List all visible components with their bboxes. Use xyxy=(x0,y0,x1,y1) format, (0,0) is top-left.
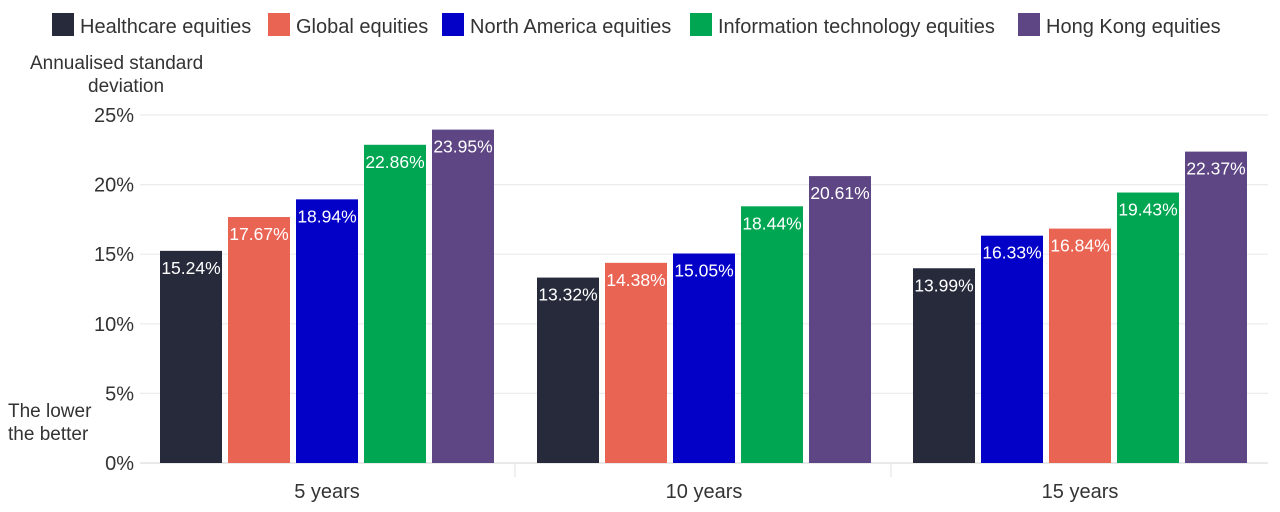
bar-value-label: 19.43% xyxy=(1118,200,1177,220)
legend-label: North America equities xyxy=(470,16,671,38)
legend-item: Global equities xyxy=(268,13,428,38)
lower-is-better-annotation: The lower the better xyxy=(8,401,92,445)
bar xyxy=(160,250,222,463)
y-axis-ticks: 0% 5% 10% 15% 20% 25% xyxy=(94,105,134,475)
bar-group-item: 22.37% xyxy=(1185,151,1247,463)
bar-value-label: 14.38% xyxy=(606,270,665,290)
bar-value-label: 22.86% xyxy=(365,152,424,172)
bar xyxy=(228,217,290,463)
legend-label: Information technology equities xyxy=(718,16,995,38)
legend-item: Information technology equities xyxy=(690,13,995,38)
legend-swatch xyxy=(52,13,74,36)
bar-value-label: 16.33% xyxy=(982,243,1041,263)
bar xyxy=(1185,151,1247,463)
legend-label: Hong Kong equities xyxy=(1046,16,1221,38)
bar-value-label: 13.32% xyxy=(538,285,597,305)
bar xyxy=(605,262,667,463)
bar-group-item: 15.05% xyxy=(673,253,735,463)
bar xyxy=(981,235,1043,463)
bar-group-item: 16.33% xyxy=(981,235,1043,463)
bar-value-label: 23.95% xyxy=(433,137,492,157)
bar-group-item: 14.38% xyxy=(605,262,667,463)
bar xyxy=(537,277,599,463)
bar xyxy=(296,199,358,463)
bar-group-item: 23.95% xyxy=(432,129,494,463)
bar xyxy=(913,268,975,463)
x-tick-label: 15 years xyxy=(1042,481,1119,503)
bar xyxy=(432,129,494,463)
y-tick-label: 20% xyxy=(94,175,134,197)
legend-item: Hong Kong equities xyxy=(1018,13,1221,38)
bar xyxy=(1117,192,1179,463)
bar-value-label: 17.67% xyxy=(229,224,288,244)
bar-value-label: 16.84% xyxy=(1050,236,1109,256)
bar-group-item: 20.61% xyxy=(809,176,871,463)
bar xyxy=(809,176,871,463)
bar xyxy=(673,253,735,463)
bar-group-item: 13.99% xyxy=(913,268,975,463)
bar xyxy=(1049,228,1111,463)
bar-group-item: 19.43% xyxy=(1117,192,1179,463)
y-tick-label: 10% xyxy=(94,314,134,336)
legend-item: Healthcare equities xyxy=(52,13,251,38)
bar-group-item: 22.86% xyxy=(364,144,426,463)
bar xyxy=(741,206,803,464)
legend-label: Global equities xyxy=(296,16,428,38)
legend-item: North America equities xyxy=(442,13,671,38)
bar-group-item: 18.44% xyxy=(741,206,803,464)
y-tick-label: 5% xyxy=(105,383,134,405)
bars: 15.24% 17.67% 18.94% 22.86% 23.95% 13.32% 14.3… xyxy=(160,129,1247,464)
x-tick-label: 5 years xyxy=(294,481,360,503)
bar-group-item: 17.67% xyxy=(228,217,290,463)
bar-group-item: 18.94% xyxy=(296,199,358,463)
bar-value-label: 22.37% xyxy=(1186,159,1245,179)
bar-value-label: 18.44% xyxy=(742,213,801,233)
bar-value-label: 13.99% xyxy=(914,275,973,295)
bar-value-label: 15.05% xyxy=(674,261,733,281)
bar-value-label: 20.61% xyxy=(810,183,869,203)
y-axis-title: Annualised standard deviation xyxy=(30,53,203,97)
bar-value-label: 15.24% xyxy=(161,258,220,278)
legend-swatch xyxy=(1018,13,1040,36)
y-tick-label: 15% xyxy=(94,244,134,266)
y-tick-label: 0% xyxy=(105,453,134,475)
legend-swatch xyxy=(268,13,290,36)
bar-group-item: 13.32% xyxy=(537,277,599,463)
x-axis-ticks: 5 years 10 years 15 years xyxy=(294,481,1118,503)
bar xyxy=(364,144,426,463)
x-tick-label: 10 years xyxy=(666,481,743,503)
chart-legend: Healthcare equities Global equities North … xyxy=(52,13,1221,38)
bar-group-item: 16.84% xyxy=(1049,228,1111,463)
y-tick-label: 25% xyxy=(94,105,134,127)
bar-value-label: 18.94% xyxy=(297,206,356,226)
legend-swatch xyxy=(690,13,712,36)
legend-label: Healthcare equities xyxy=(80,16,251,38)
legend-swatch xyxy=(442,13,464,36)
bar-group-item: 15.24% xyxy=(160,250,222,463)
